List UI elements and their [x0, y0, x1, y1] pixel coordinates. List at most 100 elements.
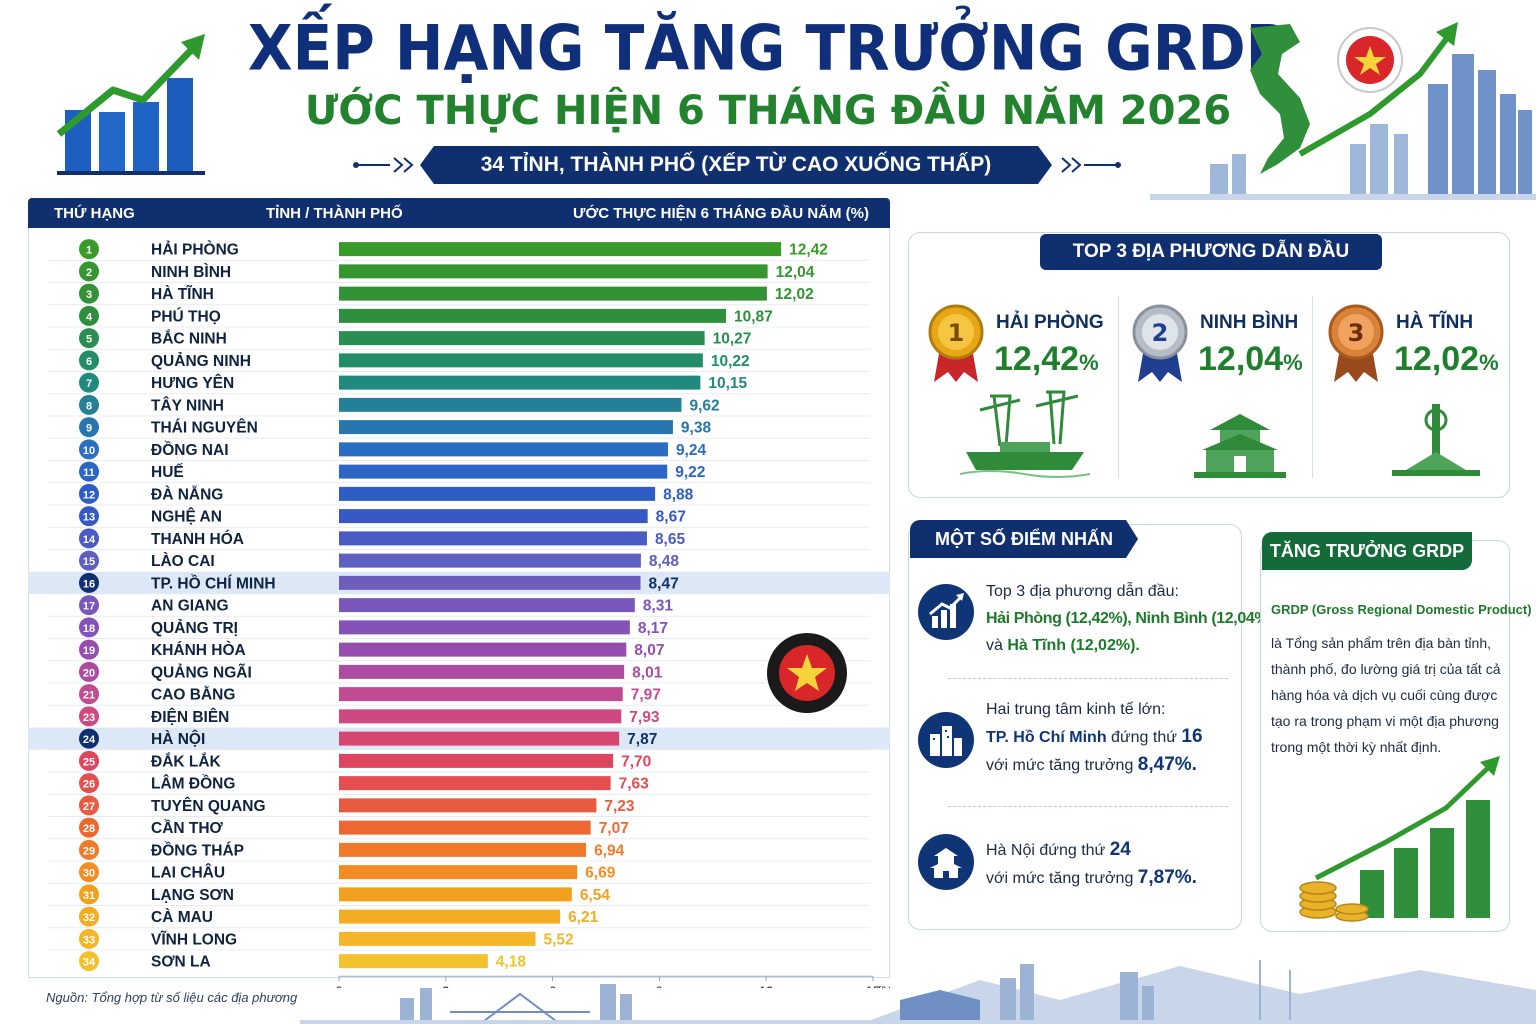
bar [339, 531, 647, 546]
value-label: 10,27 [713, 331, 752, 348]
rank-badge [79, 261, 99, 282]
rank-badge [79, 439, 99, 460]
rank-label: 13 [83, 512, 95, 524]
rank-badge [79, 305, 99, 326]
province-label: LẠNG SƠN [151, 887, 234, 904]
value-label: 8,07 [634, 642, 664, 659]
rank-label: 18 [83, 623, 95, 635]
rank-label: 2 [86, 267, 92, 279]
rank-label: 27 [83, 801, 95, 813]
bar [339, 353, 703, 368]
rank-badge [79, 862, 99, 883]
rank-badge [79, 773, 99, 794]
value-label: 12,02 [775, 286, 814, 303]
bar [339, 687, 623, 702]
province-label: BẮC NINH [151, 330, 227, 348]
top3-item-2: 2 NINH BÌNH 12,04% [1130, 300, 1326, 480]
rank-badge [79, 839, 99, 860]
province-label: HÀ NỘI [151, 730, 205, 748]
page-subtitle: ƯỚC THỰC HIỆN 6 THÁNG ĐẦU NĂM 2026 [304, 88, 1232, 134]
top3-value: 12,02% [1394, 340, 1499, 378]
rank-label: 6 [86, 356, 92, 368]
growth-coins-illustration [1299, 756, 1500, 922]
bar [339, 620, 630, 635]
monument-illustration [1392, 404, 1480, 476]
svg-text:2: 2 [1152, 319, 1169, 347]
rank-badge [79, 817, 99, 838]
bar [339, 242, 782, 257]
province-label: TÂY NINH [151, 396, 224, 414]
bar [339, 509, 648, 524]
grdp-title: TĂNG TRƯỞNG GRDP [1262, 532, 1472, 570]
bar [339, 420, 673, 435]
rank-badge [79, 394, 99, 415]
rank-badge [79, 795, 99, 816]
bar [339, 709, 622, 724]
value-label: 9,62 [689, 397, 719, 414]
value-label: 8,47 [649, 575, 679, 592]
rank-label: 28 [83, 823, 95, 835]
banner-right-ornament [1061, 157, 1121, 173]
rank-badge [79, 506, 99, 527]
x-tick-label: 0 [335, 983, 342, 988]
port-crane-illustration [960, 390, 1090, 478]
rank-badge [79, 617, 99, 638]
top3-title: TOP 3 ĐỊA PHƯƠNG DẪN ĐẦU [1040, 234, 1382, 270]
province-label: HẢI PHÒNG [151, 241, 239, 259]
divider [948, 678, 1228, 679]
bar [339, 264, 768, 279]
bottom-skyline-illustration [300, 960, 1536, 1024]
province-label: QUẢNG TRỊ [151, 620, 238, 637]
rank-badge [79, 239, 99, 260]
svg-text:3: 3 [1348, 319, 1365, 347]
province-label: THÁI NGUYÊN [151, 419, 258, 437]
top3-value: 12,42% [994, 340, 1099, 378]
value-label: 10,15 [708, 375, 747, 392]
bar [339, 909, 561, 924]
province-label: CAO BẰNG [151, 686, 235, 704]
province-label: QUẢNG NINH [151, 353, 251, 370]
rank-label: 34 [83, 957, 96, 969]
value-label: 12,04 [776, 264, 815, 281]
bar [339, 442, 668, 457]
divider [1312, 296, 1313, 478]
value-label: 10,22 [711, 353, 750, 370]
value-label: 7,97 [631, 687, 661, 704]
value-label: 10,87 [734, 308, 773, 325]
rank-label: 8 [86, 400, 92, 412]
x-tick-label: 9 [656, 983, 663, 988]
province-label: TUYÊN QUANG [151, 797, 266, 815]
rank-label: 15 [83, 556, 95, 568]
rank-badge [79, 639, 99, 660]
rank-badge [79, 328, 99, 349]
x-tick-label: 3 [442, 983, 449, 988]
rank-badge [79, 417, 99, 438]
rank-label: 25 [83, 756, 95, 768]
rank-label: 17 [83, 601, 95, 613]
rank-badge [79, 461, 99, 482]
value-label: 7,23 [604, 798, 635, 815]
value-label: 7,87 [627, 731, 657, 748]
bar [339, 776, 611, 791]
top3-value: 12,04% [1198, 340, 1303, 378]
value-label: 7,07 [599, 820, 629, 837]
highlight-hanoi: Hà Nội đứng thứ 24 với mức tăng trưởng 7… [986, 839, 1197, 888]
bar [339, 887, 572, 902]
bar [339, 286, 767, 301]
x-tick-label: 6 [549, 983, 556, 988]
rank-label: 7 [86, 378, 92, 390]
highlight-top3: Top 3 địa phương dẫn đầu: Hải Phòng (12,… [986, 583, 1274, 654]
bar [339, 486, 656, 501]
rank-label: 10 [83, 445, 95, 457]
rank-badge [79, 684, 99, 705]
value-label: 6,54 [580, 887, 611, 904]
page-title: XẾP HẠNG TĂNG TRƯỞNG GRDP [247, 11, 1289, 85]
divider [948, 806, 1228, 807]
bar [339, 664, 625, 679]
ranking-bar-chart: 1 HẢI PHÒNG 12,42 2 NINH BÌNH 12,04 3 HÀ TĨNH 12… [28, 239, 890, 988]
bar [339, 331, 705, 346]
rank-badge [79, 595, 99, 616]
bar [339, 798, 597, 813]
value-label: 6,94 [594, 842, 625, 859]
rank-badge [79, 706, 99, 727]
